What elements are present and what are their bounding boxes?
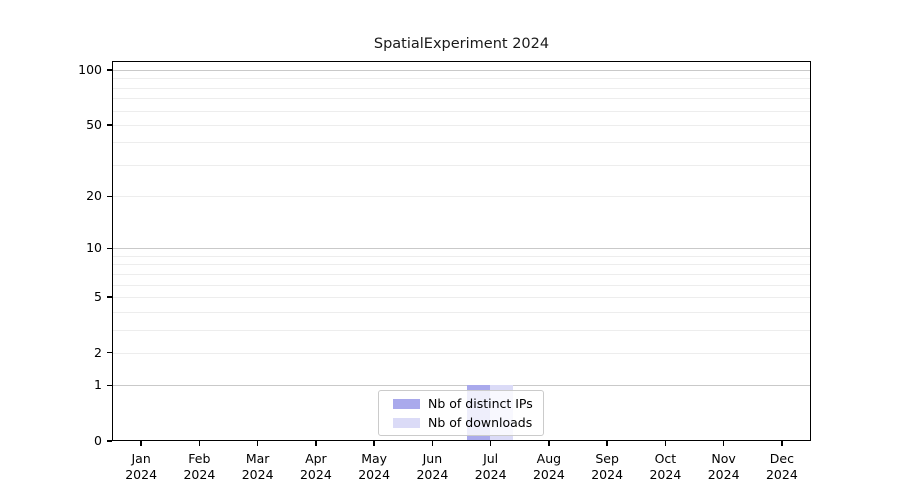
x-tick-label: Apr 2024 bbox=[299, 451, 332, 482]
x-tick-mark bbox=[373, 441, 375, 446]
y-tick-mark bbox=[107, 195, 112, 197]
y-tick-label: 50 bbox=[86, 116, 102, 132]
chart-title: SpatialExperiment 2024 bbox=[373, 36, 550, 52]
x-tick-label: Jun 2024 bbox=[416, 451, 449, 482]
minor-gridline bbox=[113, 311, 810, 313]
plot-frame bbox=[112, 61, 811, 441]
y-tick-label: 1 bbox=[94, 377, 102, 393]
legend: Nb of distinct IPs Nb of downloads bbox=[378, 390, 544, 436]
distinct-ips-swatch-icon bbox=[393, 398, 420, 409]
x-tick-mark bbox=[315, 441, 317, 446]
y-tick-label: 0 bbox=[94, 433, 102, 448]
legend-entry-downloads: Nb of downloads bbox=[387, 415, 535, 430]
minor-gridline bbox=[113, 196, 810, 198]
major-gridline bbox=[113, 70, 810, 71]
y-tick-label: 5 bbox=[94, 288, 102, 304]
legend-label: Nb of downloads bbox=[428, 415, 533, 430]
x-tick-mark bbox=[548, 441, 550, 446]
y-tick-mark bbox=[107, 440, 112, 442]
minor-gridline bbox=[113, 284, 810, 286]
minor-gridline bbox=[113, 273, 810, 275]
x-tick-label: Nov 2024 bbox=[707, 451, 740, 482]
x-tick-mark bbox=[664, 441, 667, 446]
minor-gridline bbox=[113, 255, 810, 257]
x-tick-mark bbox=[256, 441, 259, 446]
x-tick-label: Sep 2024 bbox=[591, 451, 624, 482]
y-tick-mark bbox=[107, 124, 112, 126]
y-tick-mark bbox=[107, 351, 112, 354]
x-tick-label: Mar 2024 bbox=[241, 451, 274, 482]
y-tick-label: 20 bbox=[86, 188, 102, 204]
minor-gridline bbox=[113, 78, 810, 80]
major-gridline bbox=[113, 248, 810, 250]
x-tick-label: May 2024 bbox=[358, 451, 391, 482]
downloads-swatch-icon bbox=[393, 417, 420, 428]
x-tick-label: Jan 2024 bbox=[125, 451, 158, 482]
legend-entry-distinct-ips: Nb of distinct IPs bbox=[387, 396, 535, 411]
x-tick-label: Aug 2024 bbox=[532, 451, 565, 482]
minor-gridline bbox=[113, 124, 810, 126]
minor-gridline bbox=[113, 142, 810, 144]
minor-gridline bbox=[113, 352, 810, 354]
y-tick-mark bbox=[107, 296, 112, 298]
minor-gridline bbox=[113, 164, 810, 166]
x-tick-label: Dec 2024 bbox=[765, 451, 798, 482]
y-tick-mark bbox=[107, 384, 112, 386]
x-tick-mark bbox=[606, 441, 608, 446]
x-tick-mark bbox=[722, 441, 725, 446]
x-tick-mark bbox=[431, 441, 434, 446]
y-tick-label: 2 bbox=[94, 344, 102, 360]
minor-gridline bbox=[113, 87, 810, 89]
x-tick-label: Jul 2024 bbox=[474, 451, 507, 482]
y-tick-label: 100 bbox=[78, 62, 102, 77]
x-tick-label: Feb 2024 bbox=[183, 451, 216, 482]
minor-gridline bbox=[113, 329, 810, 331]
x-tick-mark bbox=[140, 441, 142, 446]
y-tick-mark bbox=[107, 69, 112, 71]
x-tick-label: Oct 2024 bbox=[649, 451, 682, 482]
y-tick-label: 10 bbox=[86, 240, 102, 256]
minor-gridline bbox=[113, 110, 810, 112]
major-gridline bbox=[113, 385, 810, 387]
x-tick-mark bbox=[781, 441, 783, 446]
minor-gridline bbox=[113, 98, 810, 100]
x-tick-mark bbox=[198, 441, 201, 446]
minor-gridline bbox=[113, 296, 810, 298]
minor-gridline bbox=[113, 264, 810, 266]
legend-label: Nb of distinct IPs bbox=[428, 396, 533, 411]
x-tick-mark bbox=[489, 441, 492, 446]
y-tick-mark bbox=[107, 247, 112, 249]
